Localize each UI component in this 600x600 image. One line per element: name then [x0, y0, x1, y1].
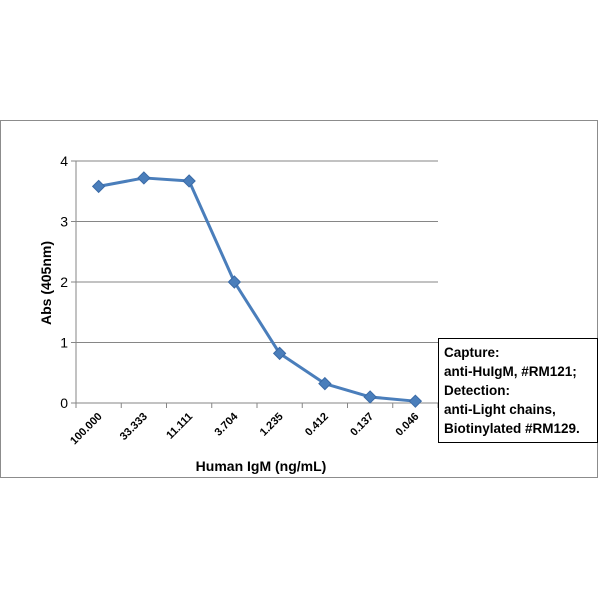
data-point-marker [318, 376, 332, 391]
x-tick-label: 0.046 [394, 411, 422, 439]
data-point-marker [363, 390, 377, 404]
y-tick-label: 2 [60, 274, 68, 290]
assay-annotation-box: Capture: anti-HuIgM, #RM121; Detection: … [438, 338, 598, 443]
x-tick-label: 1.235 [258, 411, 286, 439]
data-point-marker [91, 179, 106, 194]
annotation-line: Biotinylated #RM129. [444, 421, 580, 436]
data-point-marker [408, 394, 423, 408]
y-tick-label: 0 [60, 395, 68, 411]
data-point-marker [182, 174, 196, 188]
x-tick-label: 0.137 [348, 411, 376, 439]
axes [71, 160, 439, 408]
chart-frame: 0 1 2 3 4 100.000 33.333 11.111 3.704 1.235 0.412 0… [0, 120, 598, 478]
x-tick-label: 33.333 [118, 411, 150, 443]
chart-plot: 0 1 2 3 4 100.000 33.333 11.111 3.704 1.235 0.412 0… [38, 153, 439, 474]
annotation-line: anti-Light chains, [444, 402, 556, 417]
x-axis-title: Human IgM (ng/mL) [196, 458, 327, 474]
y-axis-title: Abs (405nm) [38, 241, 54, 325]
y-tick-label: 4 [60, 153, 68, 169]
x-tick-label: 11.111 [164, 411, 195, 442]
x-tick-label: 0.412 [303, 411, 331, 439]
annotation-line: anti-HuIgM, #RM121; [444, 364, 577, 379]
data-point-marker [227, 275, 242, 289]
data-point-marker [137, 171, 151, 185]
data-point-marker [272, 346, 287, 361]
series-line [98, 176, 416, 403]
y-tick-label: 3 [60, 214, 68, 230]
annotation-line: Capture: [444, 345, 500, 360]
series-layer [91, 171, 423, 408]
y-tick-label: 1 [60, 335, 68, 351]
x-tick-label: 3.704 [213, 410, 242, 439]
annotation-line: Detection: [444, 383, 511, 398]
gridlines [76, 160, 438, 343]
x-tick-label: 100.000 [68, 411, 105, 448]
